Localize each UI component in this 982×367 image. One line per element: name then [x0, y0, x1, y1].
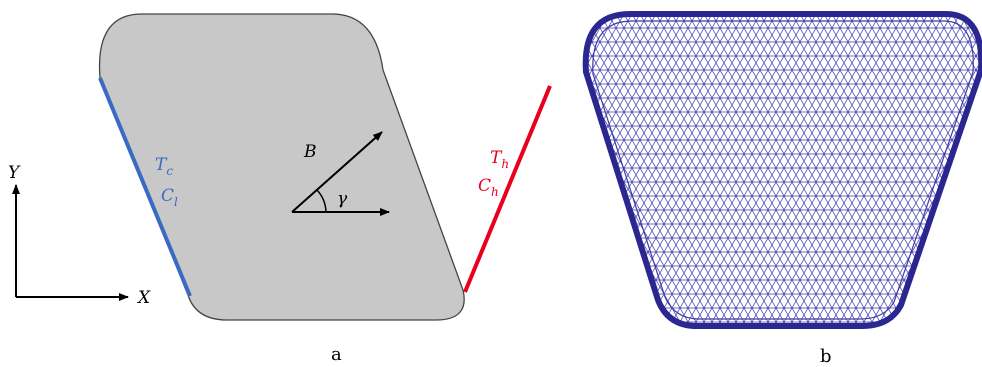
hot-wall-conc-label: Ch — [478, 176, 499, 199]
mesh-boundary — [582, 11, 982, 329]
angle-label: γ — [337, 189, 348, 209]
hot-wall-temp-label: Th — [490, 148, 509, 171]
magnetic-field-arrow — [291, 131, 383, 213]
cold-wall — [98, 77, 192, 297]
hot-wall — [463, 85, 552, 293]
field-label: B — [303, 142, 317, 162]
mesh — [585, 14, 982, 326]
x-axis-label: X — [136, 288, 151, 308]
panel-b: b — [582, 11, 982, 367]
cavity-domain — [98, 13, 465, 321]
panel-a: Tc Cl Th Ch B γ Y X a — [8, 13, 552, 365]
caption-b: b — [820, 346, 832, 367]
mesh-boundary-layer — [592, 20, 974, 320]
caption-a: a — [331, 344, 342, 365]
angle-arc — [316, 189, 327, 213]
cold-wall-temp-label: Tc — [155, 155, 173, 178]
y-axis-label: Y — [8, 163, 21, 183]
cold-wall-conc-label: Cl — [161, 186, 178, 209]
